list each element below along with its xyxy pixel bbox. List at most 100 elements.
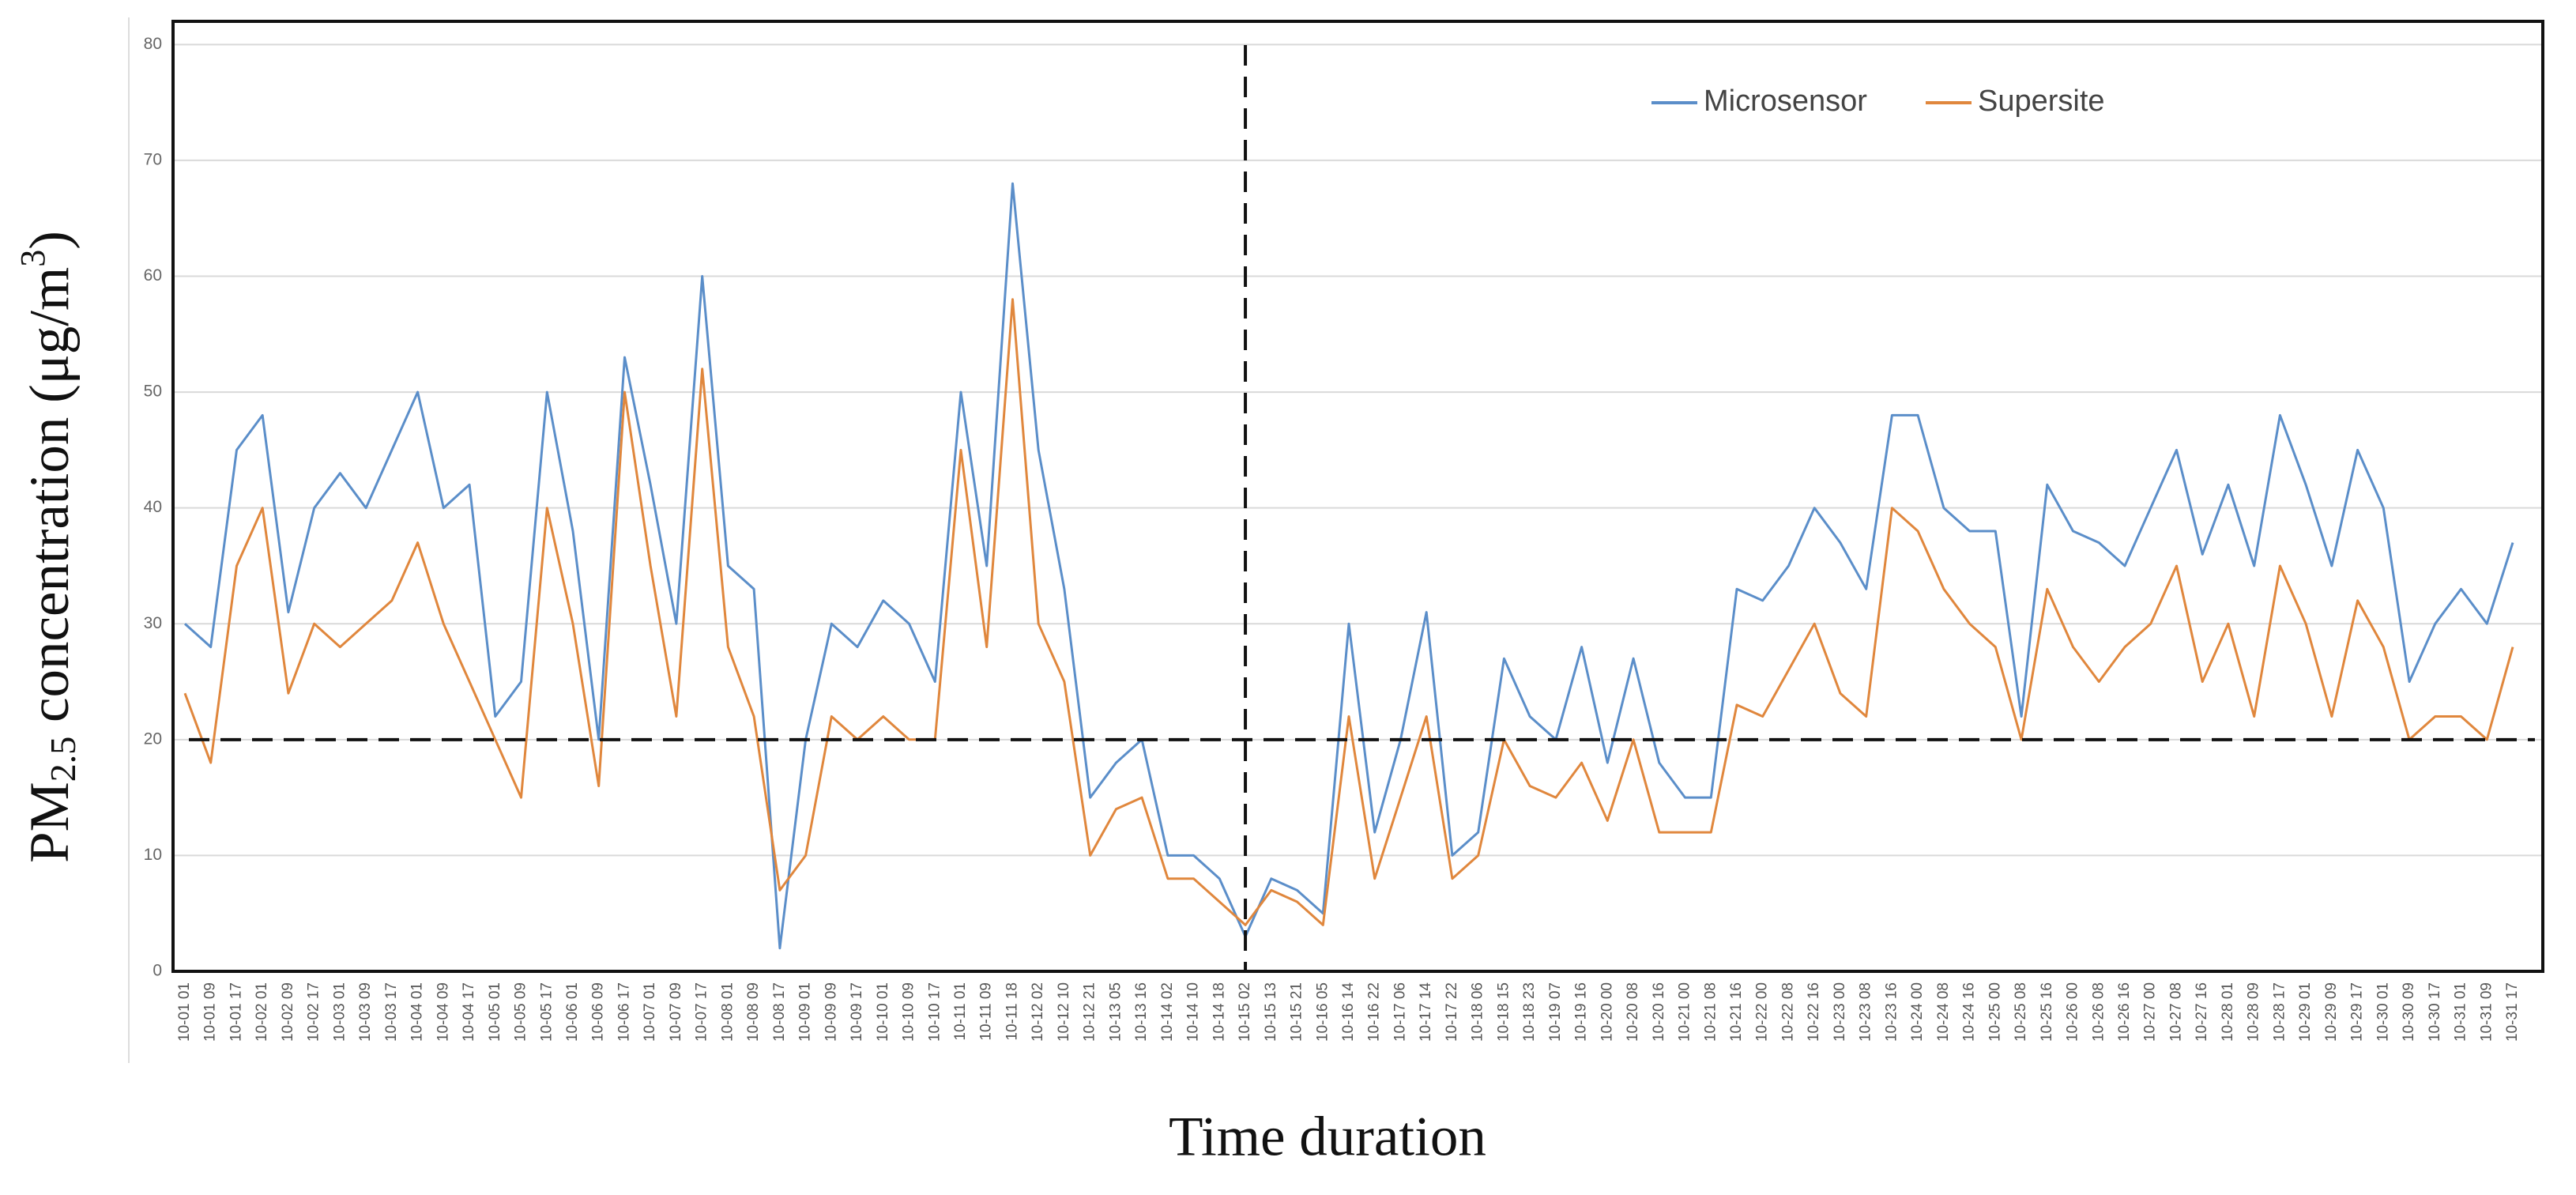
x-tick-label: 10-21 08: [1702, 982, 1719, 1042]
y-title-sub: 2.5: [43, 737, 83, 782]
x-tick-label: 10-26 16: [2116, 982, 2133, 1042]
x-tick-label: 10-31 17: [2504, 982, 2521, 1042]
x-tick-label: 10-05 01: [487, 982, 503, 1042]
x-tick-label: 10-29 17: [2349, 982, 2366, 1042]
y-title-main: PM: [19, 782, 81, 863]
x-tick-label: 10-17 22: [1444, 982, 1460, 1042]
x-tick-label: 10-20 00: [1599, 982, 1615, 1042]
x-tick-label: 10-30 09: [2401, 982, 2417, 1042]
x-tick-label: 10-22 16: [1806, 982, 1822, 1042]
x-tick-label: 10-01 17: [228, 982, 244, 1042]
x-tick-label: 10-11 09: [978, 982, 995, 1041]
x-tick-label: 10-08 01: [719, 982, 736, 1042]
x-tick-label: 10-04 01: [409, 982, 426, 1042]
x-tick-label: 10-26 08: [2090, 982, 2107, 1042]
x-tick-label: 10-12 02: [1030, 982, 1046, 1042]
x-tick-label: 10-02 09: [280, 982, 296, 1042]
x-tick-label: 10-03 09: [357, 982, 374, 1042]
x-tick-label: 10-16 22: [1366, 982, 1383, 1042]
x-tick-label: 10-15 13: [1263, 982, 1279, 1042]
x-tick-label: 10-17 14: [1418, 982, 1434, 1042]
x-tick-label: 10-28 01: [2220, 982, 2236, 1042]
legend-label: Supersite: [1978, 85, 2105, 118]
x-tick-label: 10-24 08: [1935, 982, 1952, 1042]
x-tick-label: 10-06 01: [564, 982, 581, 1042]
x-tick-label: 10-22 00: [1754, 982, 1771, 1042]
x-tick-label: 10-09 17: [849, 982, 865, 1042]
y-tick-label: 80: [144, 35, 162, 53]
x-tick-label: 10-20 08: [1625, 982, 1641, 1042]
x-tick-label: 10-09 01: [797, 982, 814, 1042]
x-tick-label: 10-23 16: [1883, 982, 1900, 1042]
x-tick-label: 10-10 09: [901, 982, 917, 1042]
x-tick-label: 10-11 18: [1004, 982, 1020, 1041]
x-tick-label: 10-07 09: [668, 982, 684, 1042]
x-tick-label: 10-15 02: [1237, 982, 1253, 1042]
x-tick-label: 10-18 15: [1495, 982, 1512, 1042]
x-tick-label: 10-25 00: [1987, 982, 2003, 1042]
x-tick-label: 10-31 09: [2478, 982, 2495, 1042]
x-tick-label: 10-05 17: [538, 982, 555, 1042]
y-tick-label: 40: [144, 498, 162, 516]
x-tick-label: 10-04 17: [461, 982, 477, 1042]
x-tick-label: 10-01 09: [202, 982, 219, 1042]
x-tick-label: 10-24 16: [1961, 982, 1978, 1042]
x-tick-label: 10-29 09: [2323, 982, 2340, 1042]
x-tick-label: 10-16 05: [1314, 982, 1331, 1042]
x-tick-label: 10-14 02: [1159, 982, 1176, 1042]
x-tick-label: 10-02 17: [306, 982, 322, 1042]
y-title-end: ): [19, 231, 81, 250]
x-tick-label: 10-09 09: [823, 982, 839, 1042]
x-tick-label: 10-12 10: [1056, 982, 1072, 1042]
y-tick-label: 50: [144, 383, 162, 401]
x-tick-label: 10-21 16: [1728, 982, 1745, 1042]
x-tick-label: 10-10 17: [926, 982, 943, 1042]
x-tick-label: 10-03 17: [383, 982, 400, 1042]
x-tick-label: 10-10 01: [875, 982, 891, 1042]
y-tick-label: 10: [144, 846, 162, 864]
x-tick-label: 10-08 09: [745, 982, 762, 1042]
plot-frame: [171, 20, 2544, 973]
x-tick-label: 10-23 08: [1858, 982, 1874, 1042]
x-tick-label: 10-08 17: [771, 982, 788, 1042]
x-tick-label: 10-20 16: [1651, 982, 1667, 1042]
x-tick-label: 10-07 17: [694, 982, 710, 1042]
x-tick-label: 10-07 01: [642, 982, 658, 1042]
x-tick-label: 10-06 09: [590, 982, 607, 1042]
x-tick-label: 10-19 16: [1573, 982, 1590, 1042]
x-tick-label: 10-30 01: [2375, 982, 2391, 1042]
x-tick-label: 10-06 17: [616, 982, 632, 1042]
y-tick-label: 60: [144, 266, 162, 285]
x-tick-label: 10-16 14: [1340, 982, 1357, 1042]
x-tick-label: 10-25 08: [2013, 982, 2029, 1042]
x-tick-label: 10-03 01: [331, 982, 348, 1042]
x-tick-label: 10-28 09: [2246, 982, 2262, 1042]
x-tick-label: 10-19 07: [1547, 982, 1564, 1042]
y-tick-label: 70: [144, 150, 162, 168]
y-axis-title: PM2.5 concentration (μg/m3): [13, 231, 82, 863]
x-tick-label: 10-30 17: [2427, 982, 2443, 1042]
x-tick-label: 10-24 00: [1909, 982, 1926, 1042]
x-tick-label: 10-22 08: [1779, 982, 1796, 1042]
x-tick-label: 10-27 08: [2167, 982, 2184, 1042]
x-tick-label: 10-05 09: [513, 982, 529, 1042]
y-tick-label: 0: [153, 962, 162, 980]
x-tick-label: 10-26 00: [2065, 982, 2081, 1042]
line-series: [183, 298, 2514, 926]
x-tick-label: 10-02 01: [254, 982, 270, 1042]
y-tick-label: 20: [144, 729, 162, 748]
legend-label: Microsensor: [1704, 85, 1867, 118]
x-tick-label: 10-31 01: [2453, 982, 2469, 1042]
line-series: [183, 182, 2514, 950]
y-title-rest: concentration (μg/m: [19, 267, 81, 737]
x-tick-label: 10-13 16: [1133, 982, 1150, 1042]
x-tick-label: 10-04 09: [435, 982, 451, 1042]
x-tick-label: 10-14 10: [1185, 982, 1202, 1042]
x-tick-label: 10-13 05: [1107, 982, 1124, 1042]
x-tick-label: 10-18 06: [1470, 982, 1486, 1042]
x-tick-label: 10-23 00: [1832, 982, 1848, 1042]
x-tick-label: 10-15 21: [1289, 982, 1305, 1042]
